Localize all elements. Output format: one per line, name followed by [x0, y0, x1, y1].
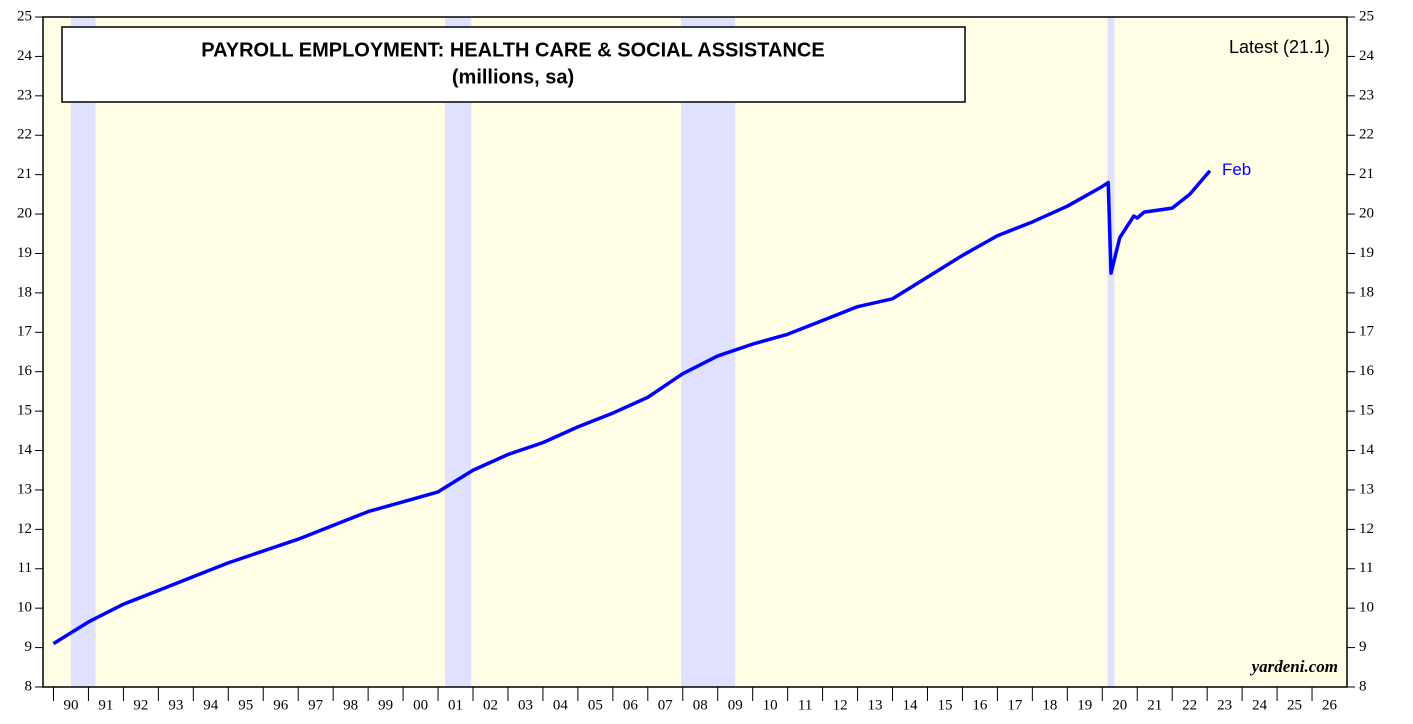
x-tick-label: 19: [1077, 697, 1092, 713]
x-tick-label: 03: [518, 697, 533, 713]
y-tick-label: 19: [17, 245, 32, 261]
x-tick-label: 05: [588, 697, 603, 713]
plot-border: [42, 16, 1348, 688]
source: yardeni.com: [1250, 657, 1338, 676]
x-tick-label: 92: [133, 697, 148, 713]
y-tick-label: 17: [17, 324, 33, 340]
x-tick-label: 20: [1112, 697, 1127, 713]
y2-tick-label: 8: [1359, 678, 1367, 694]
x-tick-label: 99: [378, 697, 393, 713]
y-tick-label: 11: [18, 560, 32, 576]
y2-tick-label: 23: [1359, 87, 1374, 103]
y2-tick-label: 20: [1359, 205, 1374, 221]
y2-tick-label: 10: [1359, 600, 1374, 616]
chart-subtitle: (millions, sa): [452, 66, 574, 88]
y2-tick-label: 17: [1359, 324, 1375, 340]
y2-tick-label: 25: [1359, 8, 1374, 24]
recession-band: [445, 17, 472, 687]
y2-tick-label: 19: [1359, 245, 1374, 261]
x-tick-label: 15: [937, 697, 952, 713]
y2-tick-label: 13: [1359, 481, 1374, 497]
x-tick-label: 94: [203, 697, 219, 713]
y2-tick-label: 21: [1359, 166, 1374, 182]
x-tick-label: 04: [553, 697, 569, 713]
y-tick-label: 15: [17, 403, 32, 419]
x-tick-label: 91: [98, 697, 113, 713]
x-tick-label: 06: [623, 697, 639, 713]
x-tick-label: 02: [483, 697, 498, 713]
x-tick-label: 13: [868, 697, 883, 713]
y-tick-label: 13: [17, 481, 32, 497]
x-tick-label: 22: [1182, 697, 1197, 713]
latest-note: Latest (21.1): [1229, 37, 1330, 57]
x-tick-label: 09: [728, 697, 743, 713]
y2-tick-label: 15: [1359, 403, 1374, 419]
chart-title: PAYROLL EMPLOYMENT: HEALTH CARE & SOCIAL…: [201, 39, 824, 61]
x-tick-label: 11: [798, 697, 812, 713]
y2-tick-label: 12: [1359, 521, 1374, 537]
x-tick-label: 25: [1287, 697, 1302, 713]
x-tick-label: 18: [1042, 697, 1057, 713]
y-tick-label: 22: [17, 127, 32, 143]
y-tick-label: 16: [17, 363, 33, 379]
x-tick-label: 00: [413, 697, 428, 713]
y-tick-label: 21: [17, 166, 32, 182]
y-tick-label: 10: [17, 600, 32, 616]
y-tick-label: 25: [17, 8, 32, 24]
x-tick-label: 17: [1007, 697, 1023, 713]
x-tick-label: 98: [343, 697, 358, 713]
x-tick-label: 12: [833, 697, 848, 713]
y2-tick-label: 24: [1359, 48, 1375, 64]
x-tick-label: 07: [658, 697, 674, 713]
x-tick-label: 24: [1252, 697, 1268, 713]
x-tick-label: 93: [168, 697, 183, 713]
recession-band: [1107, 17, 1115, 687]
y-tick-label: 8: [25, 678, 33, 694]
y2-tick-label: 9: [1359, 639, 1367, 655]
y2-tick-label: 11: [1359, 560, 1373, 576]
y-tick-label: 9: [25, 639, 33, 655]
y-tick-label: 14: [17, 442, 33, 458]
y2-tick-label: 16: [1359, 363, 1375, 379]
x-tick-label: 21: [1147, 697, 1162, 713]
end-label: Feb: [1222, 160, 1251, 179]
x-tick-label: 23: [1217, 697, 1232, 713]
y-tick-label: 23: [17, 87, 32, 103]
y2-tick-label: 14: [1359, 442, 1375, 458]
x-tick-label: 16: [972, 697, 988, 713]
x-tick-label: 26: [1322, 697, 1338, 713]
x-tick-label: 97: [308, 697, 324, 713]
x-tick-label: 01: [448, 697, 463, 713]
y-tick-label: 20: [17, 205, 32, 221]
y-tick-label: 18: [17, 284, 32, 300]
y2-tick-label: 18: [1359, 284, 1374, 300]
x-tick-label: 90: [63, 697, 78, 713]
y2-tick-label: 22: [1359, 127, 1374, 143]
recession-band: [70, 17, 96, 687]
x-tick-label: 95: [238, 697, 253, 713]
x-tick-label: 14: [903, 697, 919, 713]
y-tick-label: 12: [17, 521, 32, 537]
series-line: [52, 169, 1212, 646]
x-tick-label: 96: [273, 697, 289, 713]
x-tick-label: 10: [763, 697, 778, 713]
title-box: [61, 26, 966, 103]
x-tick-label: 08: [693, 697, 708, 713]
y-tick-label: 24: [17, 48, 33, 64]
